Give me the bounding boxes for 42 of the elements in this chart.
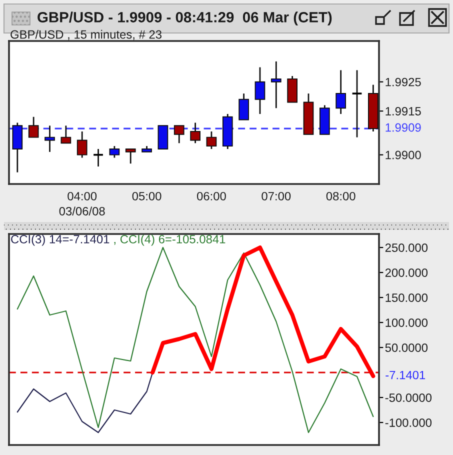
candlestick xyxy=(206,130,217,150)
x-tick-label: 08:00 xyxy=(326,192,356,200)
y-tick-label: 200.000 xyxy=(385,268,428,277)
x-tick-label: 05:00 xyxy=(132,192,162,200)
y-tick-label: 150.000 xyxy=(386,293,428,302)
candlestick xyxy=(254,66,266,115)
x-tick-label: 04:00 03/06/08 xyxy=(59,192,105,216)
candlestick xyxy=(92,148,104,168)
candlestick xyxy=(44,124,55,153)
ref-line-label: 1.9909 xyxy=(386,123,421,132)
text: CCI(3) 14=-7.1401 xyxy=(11,234,110,246)
candlestick xyxy=(60,124,72,144)
candlestick xyxy=(125,148,136,164)
line-series xyxy=(150,245,376,378)
y-tick-label: 100.000 xyxy=(386,318,428,327)
y-tick-label: 250.000 xyxy=(385,243,428,252)
chart-title: GBP/USD - 1.9909 - 08:41:29 06 Mar (CET) xyxy=(38,12,332,26)
chart-subtitle: GBP/USD , 15 minutes, # 23 xyxy=(10,30,162,40)
candlestick xyxy=(336,69,346,115)
x-tick-label: 07:00 xyxy=(262,192,291,200)
candlestick xyxy=(270,60,282,109)
candlestick xyxy=(287,75,298,103)
y-tick-label: 1.9915 xyxy=(386,107,421,116)
candlestick xyxy=(158,125,168,150)
candlestick xyxy=(28,116,39,138)
candlestick xyxy=(12,122,23,174)
candlestick xyxy=(174,124,184,144)
candlestick xyxy=(109,145,120,158)
line-series xyxy=(16,246,374,434)
x-tick-label: 06:00 xyxy=(196,192,226,200)
candlestick xyxy=(238,92,249,120)
line-series xyxy=(16,372,154,434)
y-tick-label: 1.9925 xyxy=(386,78,421,86)
annotation: -7.1401 xyxy=(386,370,426,380)
candlestick xyxy=(76,130,88,158)
y-tick-label: 1.9900 xyxy=(386,150,421,160)
y-tick-label: -100.000 xyxy=(385,418,432,427)
y-tick-label: 50.0000 xyxy=(385,343,428,352)
candlestick xyxy=(351,69,363,138)
y-tick-label: -50.0000 xyxy=(385,393,432,402)
candlestick xyxy=(190,122,200,144)
series-label: , CCI(4) 6=-105.0841 xyxy=(114,234,226,246)
